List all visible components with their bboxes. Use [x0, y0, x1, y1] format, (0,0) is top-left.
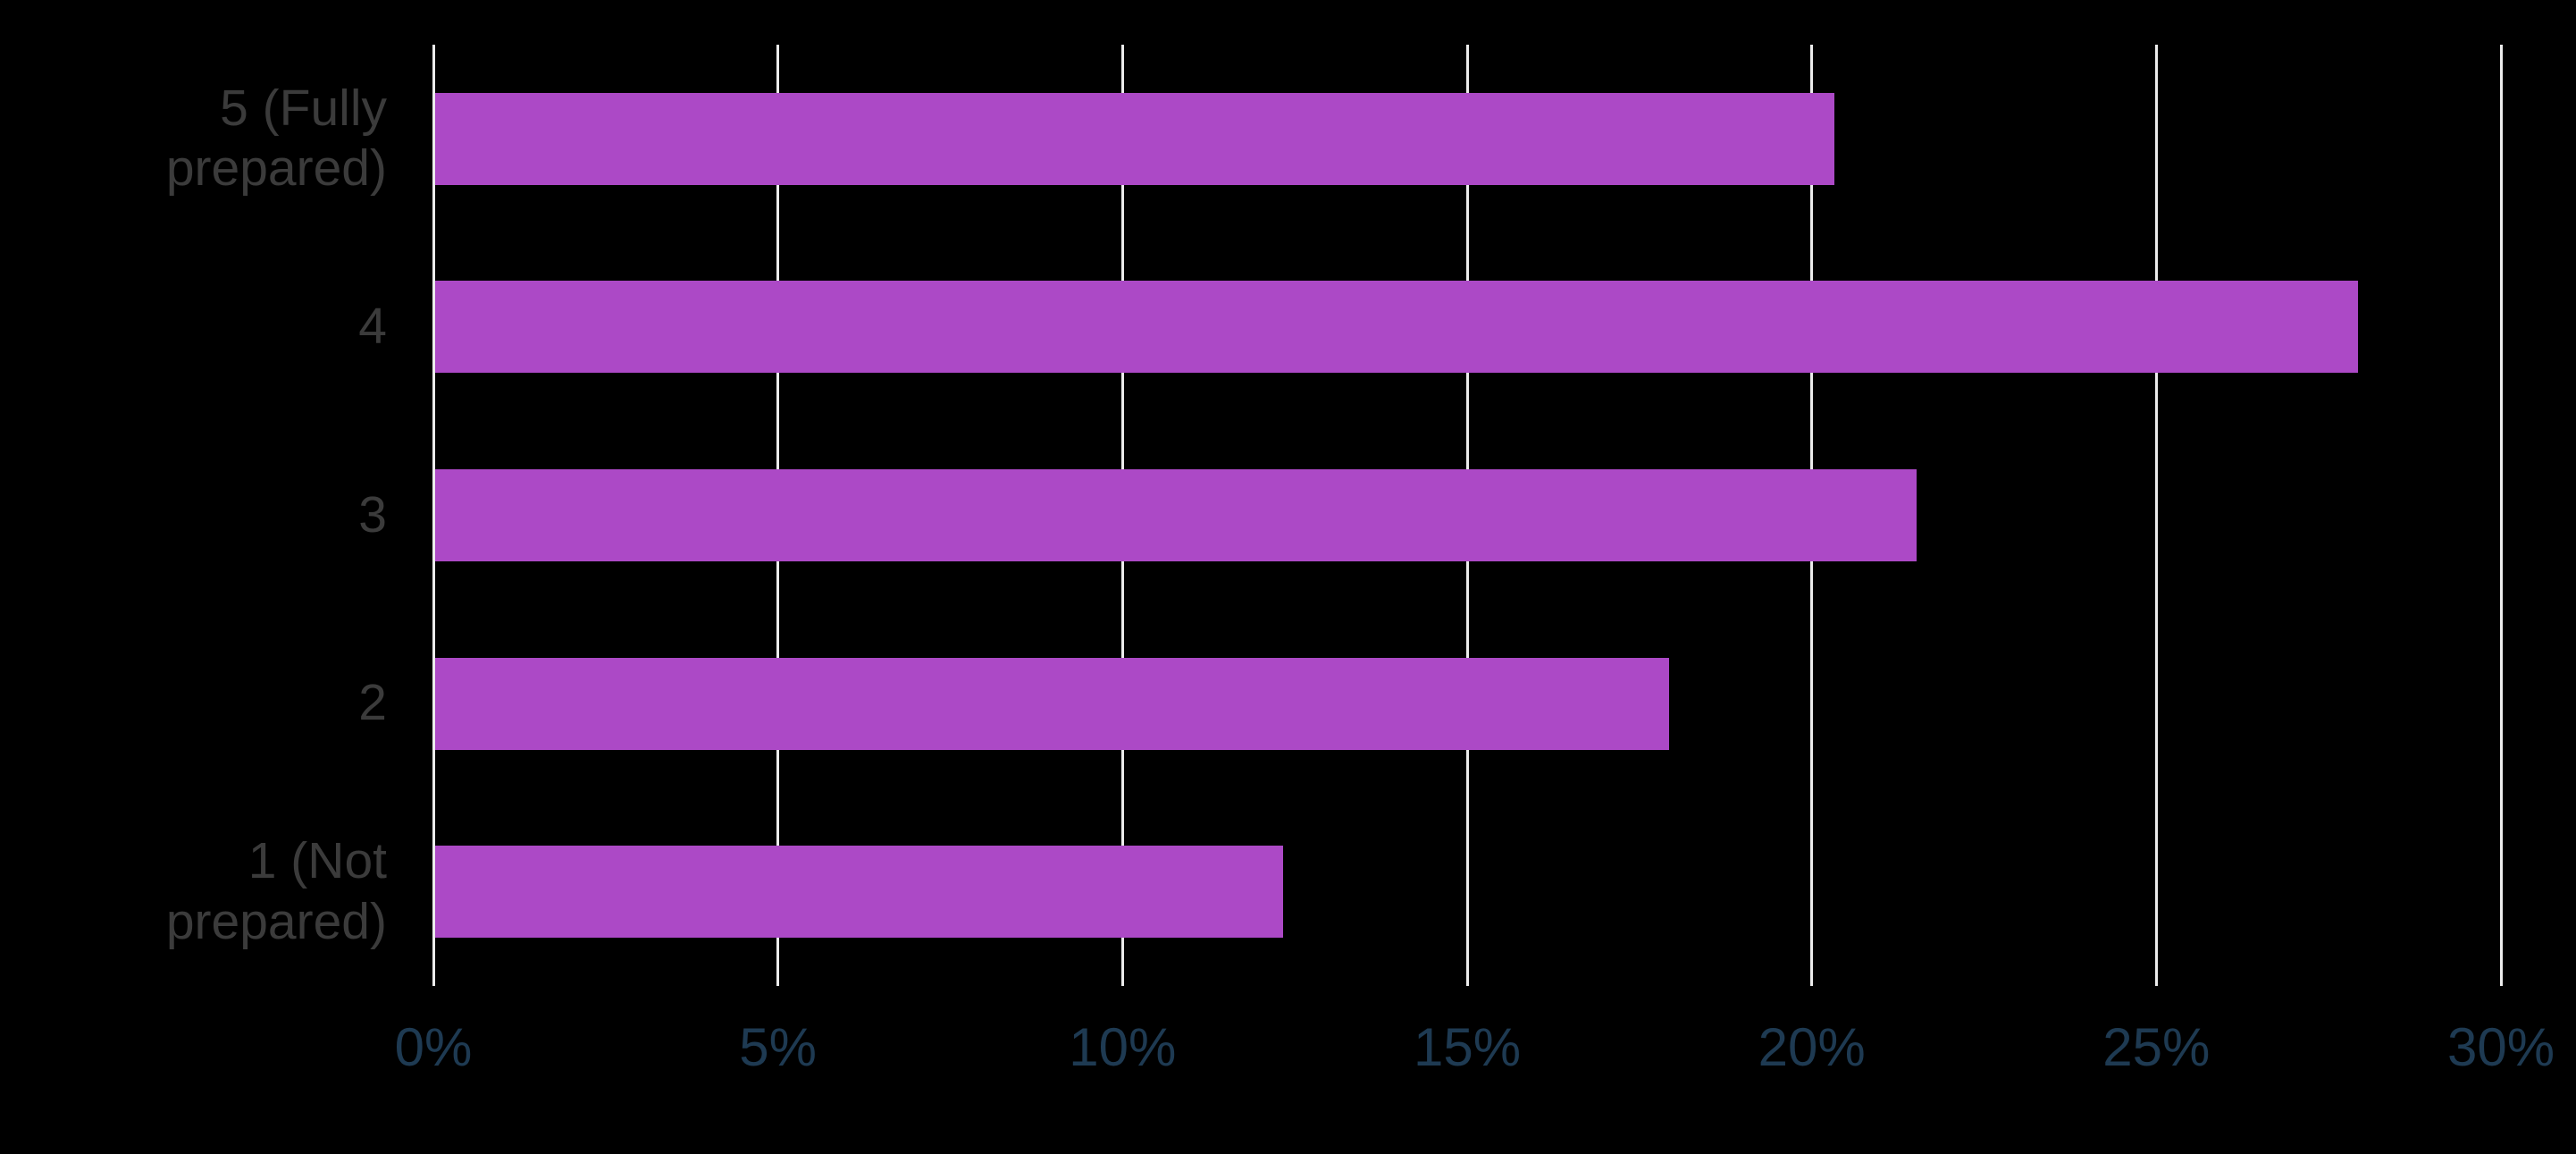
- gridline: [2154, 45, 2158, 986]
- y-axis-label-text: 1 (Not prepared): [165, 832, 387, 950]
- x-axis-tick-label: 5%: [739, 1017, 818, 1077]
- y-axis-label-text: 3: [358, 485, 387, 543]
- y-axis-line: [432, 45, 435, 986]
- x-axis-tick-label: 10%: [1069, 1017, 1177, 1077]
- y-axis-label-text: 2: [358, 674, 387, 732]
- x-axis-tick-label: 0%: [394, 1017, 473, 1077]
- x-axis-tick-label: 15%: [1413, 1017, 1522, 1077]
- gridline: [2499, 45, 2503, 986]
- bar: [435, 281, 2359, 374]
- y-axis-labels: 5 (Fully prepared) 4 3 2 1 (Not prepared): [0, 45, 387, 986]
- bar: [435, 657, 1669, 750]
- x-axis-tick-label: 25%: [2102, 1017, 2211, 1077]
- x-axis-labels: 0% 5% 10% 15% 20% 25% 30%: [395, 1017, 2555, 1092]
- y-axis-label: 1 (Not prepared): [0, 797, 387, 986]
- plot-area: [432, 45, 2503, 986]
- bar: [435, 846, 1283, 939]
- bar: [435, 92, 1834, 185]
- y-axis-label: 2: [0, 610, 387, 798]
- y-axis-label-text: 4: [358, 298, 387, 356]
- y-axis-label: 3: [0, 421, 387, 610]
- x-axis-tick-label: 20%: [1758, 1017, 1866, 1077]
- bar: [435, 469, 1917, 561]
- y-axis-label-text: 5 (Fully prepared): [165, 80, 387, 198]
- y-axis-label: 5 (Fully prepared): [0, 45, 387, 233]
- x-axis-tick-label: 30%: [2446, 1017, 2555, 1077]
- y-axis-label: 4: [0, 233, 387, 422]
